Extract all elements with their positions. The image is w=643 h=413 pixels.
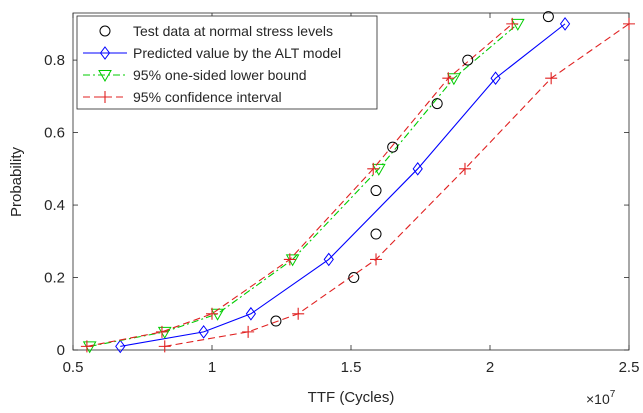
legend-item: 95% one-sided lower bound [83, 67, 307, 83]
data-point-plus [458, 162, 471, 175]
data-point-circle [99, 25, 111, 37]
data-point-plus [506, 17, 519, 30]
data-point-diamond [99, 46, 111, 60]
data-point-plus [155, 325, 168, 338]
data-point-triangle [371, 163, 386, 176]
data-point-triangle [98, 70, 112, 83]
x-axis-label: TTF (Cycles) [308, 389, 395, 406]
data-point-circle [542, 11, 554, 23]
ticks-layer: 0.5 1 1.5 2 2.5 0 0.2 0.4 0.6 0.8 [44, 13, 639, 376]
x-exponent-power: 7 [610, 389, 616, 400]
legend: Test data at normal stress levels Predict… [76, 15, 378, 110]
legend-label: Test data at normal stress levels [133, 23, 333, 39]
data-point-plus [623, 17, 635, 30]
y-tick-label: 0.4 [44, 197, 65, 214]
x-tick-label: 1.5 [341, 359, 362, 376]
legend-label: 95% confidence interval [133, 89, 282, 105]
series-line [120, 23, 566, 347]
data-point-plus [367, 162, 380, 175]
data-point-plus [545, 72, 558, 85]
legend-item: Test data at normal stress levels [99, 23, 333, 39]
legend-label: Predicted value by the ALT model [133, 45, 341, 61]
data-point-diamond [323, 252, 334, 267]
data-point-plus [99, 91, 111, 103]
series-3 [80, 17, 635, 353]
x-tick-label: 0.5 [63, 359, 84, 376]
series-layer [80, 11, 635, 354]
y-tick-label: 0.6 [44, 125, 65, 142]
legend-item: 95% confidence interval [83, 89, 282, 105]
data-point-circle [387, 141, 399, 153]
y-tick-label: 0.8 [44, 52, 65, 69]
data-point-diamond [198, 325, 209, 339]
data-point-diamond [559, 17, 571, 31]
legend-label: 95% one-sided lower bound [133, 67, 307, 83]
x-exponent-base: ×10 [586, 391, 610, 407]
data-point-circle [370, 228, 382, 240]
data-point-plus [206, 307, 218, 320]
data-point-plus [80, 340, 93, 353]
data-point-circle [270, 315, 282, 327]
data-point-diamond [115, 339, 126, 354]
legend-item: Predicted value by the ALT model [83, 45, 341, 61]
legend-box [76, 15, 378, 110]
data-point-plus [442, 72, 455, 85]
data-point-plus [242, 325, 255, 338]
data-point-triangle [446, 73, 461, 86]
data-point-triangle [510, 18, 525, 31]
data-point-diamond [412, 161, 423, 176]
y-axis-label: Probability [8, 146, 25, 217]
series-0 [270, 11, 554, 327]
data-point-plus [158, 340, 171, 353]
data-point-plus [292, 307, 305, 320]
data-point-diamond [490, 71, 501, 86]
data-point-circle [462, 54, 474, 66]
x-tick-label: 2 [486, 359, 494, 376]
data-point-plus [283, 253, 296, 266]
data-point-plus [370, 253, 383, 266]
x-exponent-label: ×107 [586, 389, 616, 407]
x-tick-label: 1 [208, 359, 216, 376]
data-point-circle [348, 272, 360, 284]
data-point-circle [370, 185, 382, 197]
x-tick-label: 2.5 [619, 359, 640, 376]
data-point-circle [431, 98, 443, 110]
data-point-diamond [245, 306, 257, 321]
y-tick-label: 0.2 [44, 270, 65, 287]
y-tick-label: 0 [57, 342, 65, 359]
legend-items: Test data at normal stress levels Predict… [83, 23, 341, 105]
series-1 [115, 17, 571, 354]
